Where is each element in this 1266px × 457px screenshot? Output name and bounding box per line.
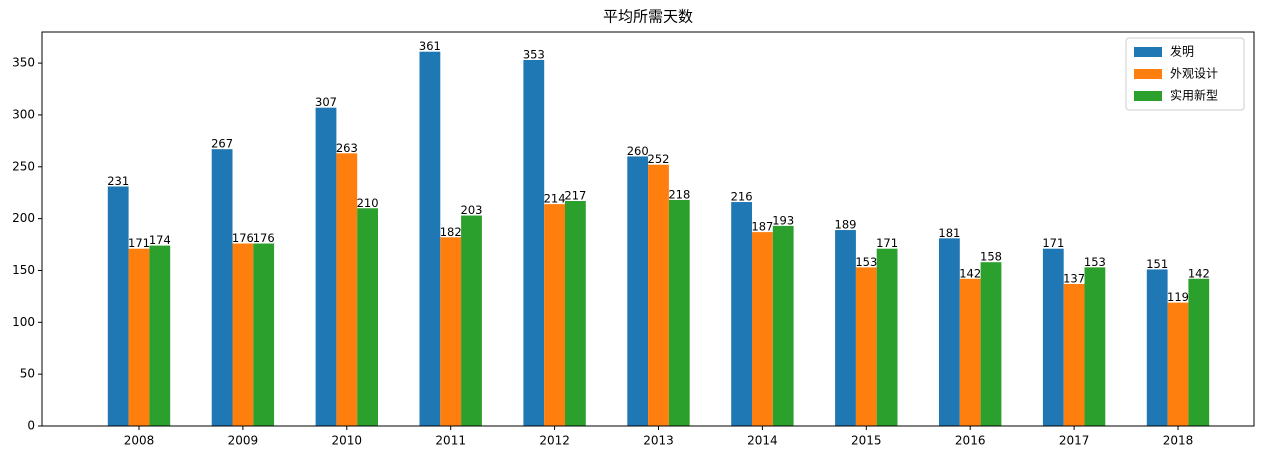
legend-swatch xyxy=(1134,47,1162,57)
x-tick-label: 2014 xyxy=(747,434,778,448)
bar xyxy=(939,238,960,426)
bar xyxy=(149,245,171,426)
y-tick-label: 150 xyxy=(12,263,35,277)
bar xyxy=(461,215,482,426)
x-tick-label: 2010 xyxy=(332,434,363,448)
value-label: 193 xyxy=(772,213,794,227)
value-label: 119 xyxy=(1167,290,1189,304)
value-label: 260 xyxy=(627,144,649,158)
value-label: 203 xyxy=(461,203,483,217)
value-label: 153 xyxy=(855,255,877,269)
bar xyxy=(1063,283,1085,426)
value-label: 187 xyxy=(751,220,773,234)
bar xyxy=(211,149,233,427)
value-label: 263 xyxy=(336,141,358,155)
bar xyxy=(772,225,794,426)
x-tick-label: 2009 xyxy=(228,434,259,448)
value-label: 174 xyxy=(149,233,171,247)
value-label: 142 xyxy=(959,266,981,280)
bar xyxy=(419,51,441,426)
bar xyxy=(1084,267,1106,426)
value-label: 217 xyxy=(564,189,586,203)
bar xyxy=(1167,302,1189,426)
value-label: 181 xyxy=(938,226,960,240)
legend-swatch xyxy=(1134,69,1162,79)
bar xyxy=(565,201,586,426)
value-label: 171 xyxy=(128,236,150,250)
value-label: 182 xyxy=(440,225,462,239)
y-tick-label: 0 xyxy=(27,419,35,433)
value-label: 137 xyxy=(1063,271,1085,285)
x-tick-label: 2016 xyxy=(955,434,986,448)
bar xyxy=(1042,248,1064,426)
bar xyxy=(357,208,378,426)
value-label: 171 xyxy=(1042,236,1064,250)
value-label: 267 xyxy=(211,137,233,151)
value-label: 142 xyxy=(1188,266,1210,280)
value-label: 252 xyxy=(648,152,670,166)
x-tick-label: 2017 xyxy=(1059,434,1090,448)
bar xyxy=(731,202,752,426)
value-label: 214 xyxy=(544,192,566,206)
bar xyxy=(980,262,1002,426)
value-label: 216 xyxy=(731,190,753,204)
bar xyxy=(544,204,565,426)
legend-label: 实用新型 xyxy=(1170,88,1218,103)
bar xyxy=(648,164,669,426)
value-label: 158 xyxy=(980,250,1002,264)
value-label: 151 xyxy=(1146,257,1168,271)
bar xyxy=(835,230,856,426)
bar xyxy=(315,107,337,426)
x-tick-label: 2011 xyxy=(435,434,466,448)
value-label: 361 xyxy=(419,39,441,53)
bar xyxy=(336,153,358,426)
legend-label: 发明 xyxy=(1170,44,1194,59)
bar xyxy=(1188,278,1210,426)
chart-title: 平均所需天数 xyxy=(603,8,693,26)
bar xyxy=(1146,269,1168,426)
bar xyxy=(668,199,690,426)
y-tick-label: 250 xyxy=(12,159,35,173)
x-tick-label: 2008 xyxy=(124,434,155,448)
value-label: 231 xyxy=(107,174,129,188)
value-label: 218 xyxy=(668,187,690,201)
bar xyxy=(876,248,898,426)
bar xyxy=(959,278,981,426)
value-label: 153 xyxy=(1084,255,1106,269)
bar xyxy=(107,186,129,426)
y-tick-label: 350 xyxy=(12,56,35,70)
value-label: 176 xyxy=(253,231,275,245)
value-label: 176 xyxy=(232,231,254,245)
y-tick-label: 50 xyxy=(20,367,35,381)
x-tick-label: 2013 xyxy=(643,434,674,448)
bar xyxy=(627,156,649,426)
value-label: 171 xyxy=(876,236,898,250)
value-label: 307 xyxy=(315,95,337,109)
value-label: 189 xyxy=(835,218,857,232)
legend-label: 外观设计 xyxy=(1170,67,1218,81)
bar xyxy=(752,232,773,426)
y-tick-label: 100 xyxy=(12,315,35,329)
bar xyxy=(253,243,275,426)
bar xyxy=(232,243,254,426)
y-tick-label: 300 xyxy=(12,107,35,121)
x-tick-label: 2015 xyxy=(851,434,882,448)
value-label: 210 xyxy=(357,196,379,210)
bar xyxy=(128,248,150,426)
bar xyxy=(855,267,877,426)
y-tick-label: 200 xyxy=(12,211,35,225)
value-label: 353 xyxy=(523,47,545,61)
x-tick-label: 2018 xyxy=(1163,434,1194,448)
legend-swatch xyxy=(1134,91,1162,101)
x-tick-label: 2012 xyxy=(539,434,570,448)
bar xyxy=(440,237,462,426)
plot-frame xyxy=(41,31,1255,427)
bar xyxy=(523,59,545,426)
